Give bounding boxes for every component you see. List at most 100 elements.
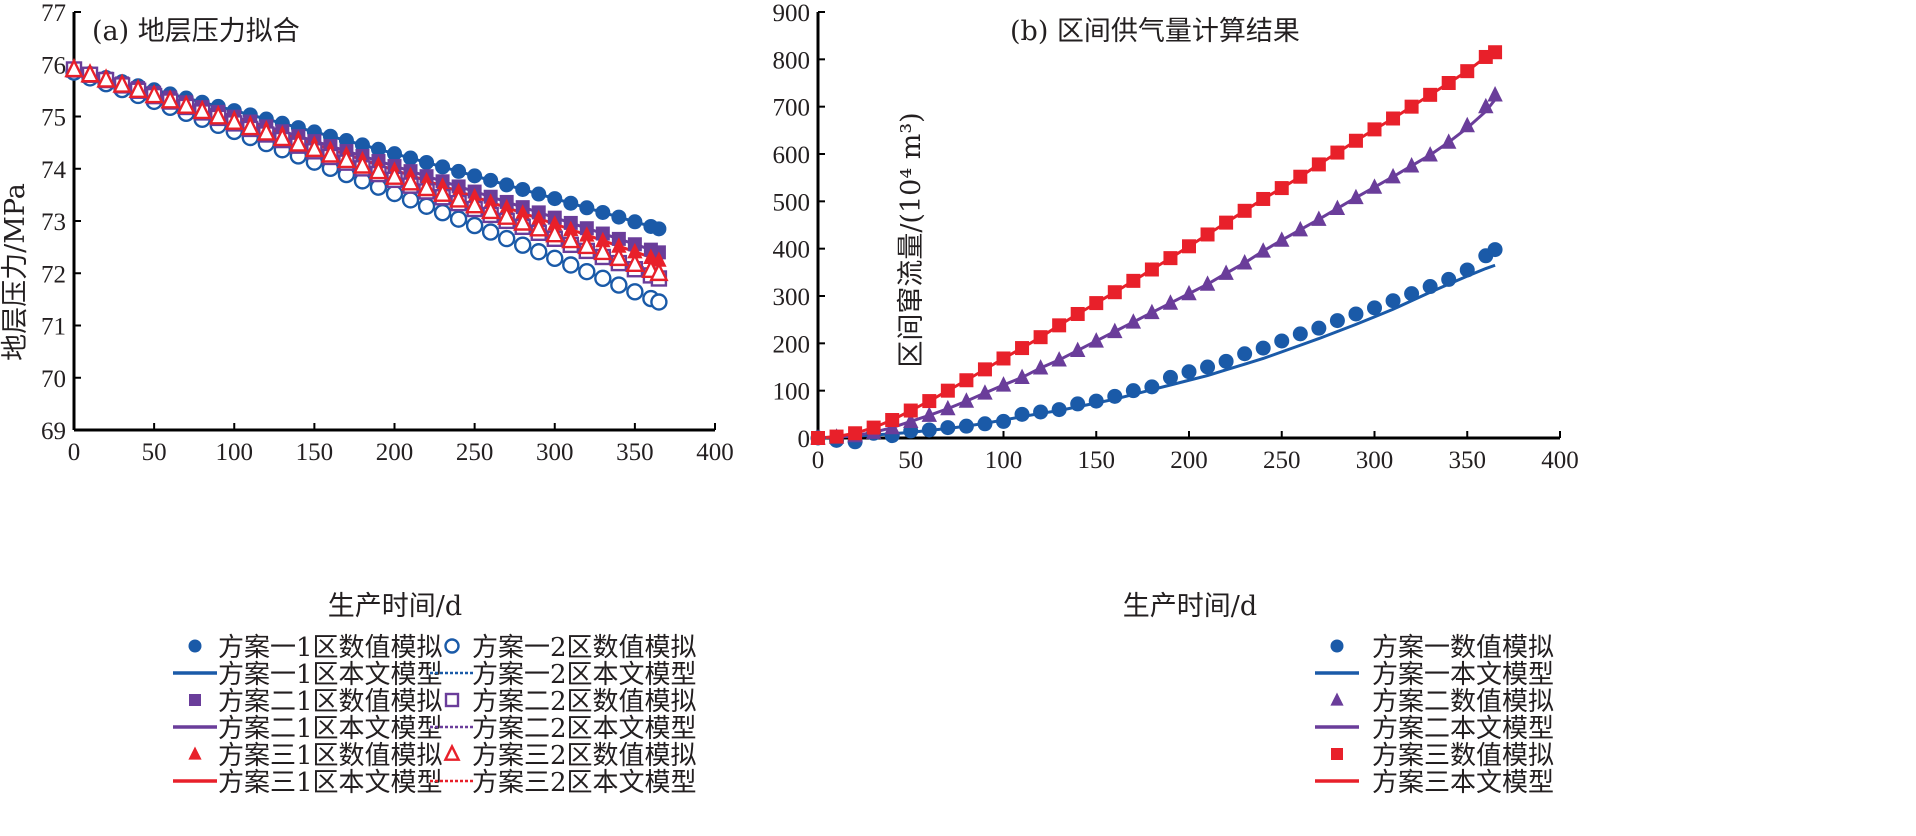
panel-b-legend: 方案一数值模拟方案一本文模型方案二数值模拟方案二本文模型方案三数值模拟方案三本文… [1315,633,1554,798]
y-tick-label: 300 [773,284,811,311]
data-point [1404,286,1420,302]
data-point [497,229,516,248]
data-point [1422,279,1438,295]
data-point [368,159,389,180]
legend-label: 方案一本文模型 [1372,660,1554,690]
data-point [977,384,993,400]
x-tick-label: 250 [1263,447,1301,474]
y-tick-label: 69 [41,418,66,445]
legend-label: 方案一数值模拟 [1372,633,1554,663]
data-point [811,431,825,445]
data-point [1070,341,1086,358]
data-point [1237,203,1252,218]
data-point [1441,271,1457,287]
data-point [1236,254,1253,270]
data-point [419,154,435,170]
data-point [1292,220,1308,237]
x-tick-label: 200 [376,439,414,466]
data-point [1144,303,1160,320]
y-tick-label: 72 [41,261,66,288]
data-point [650,293,668,311]
data-point [465,216,484,235]
data-point [545,223,565,243]
data-point [977,362,992,377]
x-tick-label: 100 [216,439,254,466]
x-tick-label: 300 [536,439,574,466]
data-point [1478,97,1494,114]
data-point [1441,76,1456,90]
data-point [1033,404,1049,420]
y-tick-label: 400 [773,237,811,264]
y-tick-label: 71 [41,314,66,341]
data-point [144,83,164,104]
y-tick-label: 700 [773,95,811,122]
data-point [530,243,548,261]
data-point [1256,191,1271,206]
y-tick-label: 73 [41,209,66,236]
data-point [626,283,644,301]
data-point [611,237,627,253]
data-point [1385,167,1401,184]
y-tick-label: 74 [41,157,67,184]
data-point [1088,393,1104,409]
data-point [370,141,386,157]
data-point [1274,231,1290,247]
data-point [594,269,612,288]
y-tick-label: 70 [41,366,66,393]
data-point [160,89,180,109]
data-point [995,376,1012,392]
data-point [562,256,580,274]
data-point [1348,188,1364,205]
data-point [1051,402,1067,418]
data-point [1329,313,1345,329]
data-point [1162,369,1178,385]
data-point [1487,86,1503,102]
legend-label: 方案三2区数值模拟 [472,741,697,771]
legend-label: 方案二1区数值模拟 [218,687,443,717]
legend-label: 方案一1区数值模拟 [218,633,443,663]
data-point [451,163,467,179]
data-point [1423,87,1438,102]
data-point [1292,326,1308,342]
data-point [1033,330,1048,345]
data-point [499,177,515,193]
data-point [1015,341,1030,356]
data-point [384,165,405,185]
data-point [921,422,937,438]
data-point [1070,306,1085,321]
data-point [958,418,974,434]
data-point [561,228,581,249]
data-point [1441,133,1457,149]
legend-label: 方案一2区数值模拟 [472,633,697,663]
data-point [1237,346,1253,362]
legend-label: 方案二本文模型 [1372,714,1554,744]
data-point [1162,294,1179,310]
data-point [352,154,373,174]
legend-label: 方案三数值模拟 [1372,741,1554,771]
data-point [1330,145,1345,160]
x-tick-label: 50 [898,447,923,474]
data-point [256,121,276,141]
x-tick-label: 400 [1541,447,1579,474]
y-tick-label: 200 [773,331,811,358]
data-point [547,191,563,207]
legend-marker [188,639,202,653]
data-point [1125,313,1142,329]
data-point [531,186,547,202]
data-point [1089,296,1104,311]
panel-a-legend: 方案一1区数值模拟方案一1区本文模型方案二1区数值模拟方案二1区本文模型方案三1… [173,633,697,798]
legend-marker [1331,748,1343,760]
data-point [1182,239,1196,254]
data-point [651,251,667,267]
data-point [208,105,228,125]
data-point [940,420,956,436]
y-tick-label: 100 [773,379,811,406]
data-point [1181,364,1197,380]
data-point [514,236,532,254]
data-point [547,215,563,231]
data-point [1144,379,1160,395]
data-point [595,204,611,220]
data-point [1367,300,1382,316]
data-point [449,210,468,228]
